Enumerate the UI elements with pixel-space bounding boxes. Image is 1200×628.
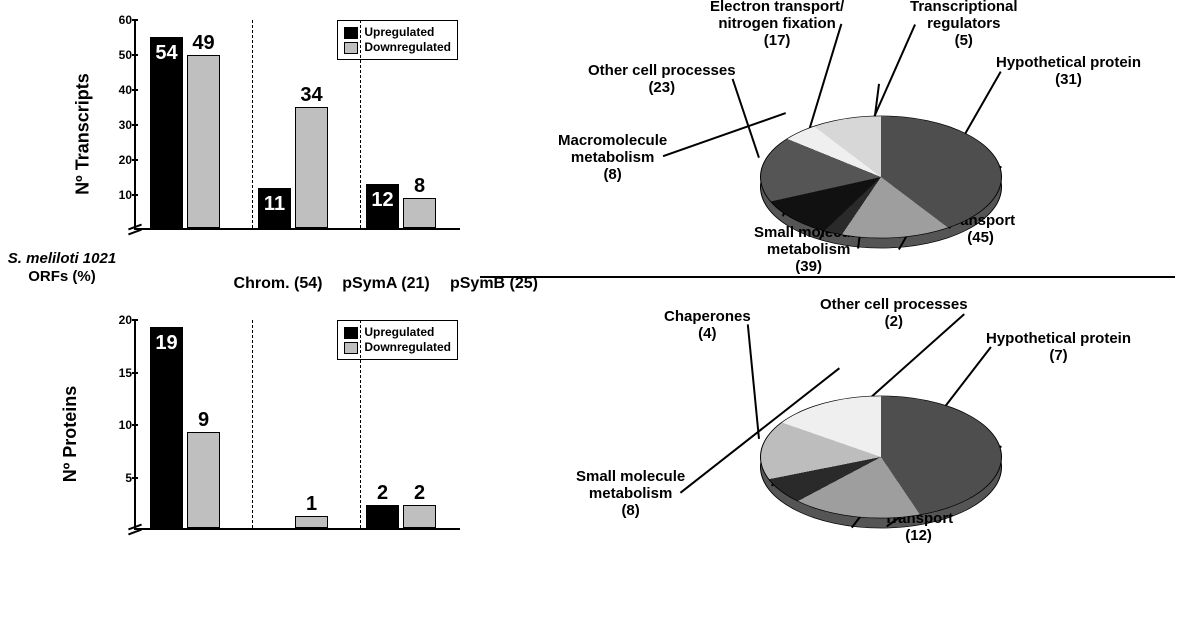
- bar-up: 2: [366, 505, 399, 528]
- pie-slice-label: Hypothetical protein(31): [996, 54, 1141, 88]
- pie-slice-label: Chaperones(4): [664, 308, 751, 342]
- pie-slice-label: Other cell processes(2): [820, 296, 968, 330]
- pie-slice-label: Transcriptionalregulators(5): [910, 0, 1018, 49]
- pie-face: [760, 396, 1002, 519]
- divider-line: [480, 276, 1175, 278]
- bar-up: 54: [150, 37, 183, 228]
- leader-line: [747, 325, 760, 439]
- pie-slice-label: Other cell processes(23): [588, 62, 736, 96]
- bar-down: 49: [187, 55, 220, 229]
- plot-proteins: 199 1 22: [134, 320, 460, 530]
- bar-down: 9: [187, 432, 220, 529]
- ytitle-proteins: Nº Proteins: [60, 386, 81, 483]
- pie-charts: Transcripts Proteins Transport(45)Hypoth…: [480, 0, 1200, 581]
- bar-down: 2: [403, 505, 436, 528]
- plot-transcripts: 5449 1134 128: [134, 20, 460, 230]
- bar-down: 1: [295, 516, 328, 529]
- bar-panel-transcripts: Upregulated Downregulated 54491134128 Nº…: [86, 20, 460, 248]
- pie-face: [760, 116, 1002, 239]
- bar-down: 8: [403, 198, 436, 228]
- bar-down: 34: [295, 107, 328, 228]
- bar-up: 19: [150, 327, 183, 529]
- bar-up: 12: [366, 184, 399, 228]
- bar-up: 11: [258, 188, 291, 229]
- leader-line: [732, 78, 760, 157]
- bar-charts: Upregulated Downregulated 54491134128 Nº…: [86, 20, 460, 550]
- ytitle-transcripts: Nº Transcripts: [72, 73, 93, 195]
- pie-slice-label: Hypothetical protein(7): [986, 330, 1131, 364]
- pie-proteins: [760, 366, 1002, 548]
- pie-slice-label: Macromoleculemetabolism(8): [558, 132, 667, 183]
- xaxis-cat: Chrom. (54): [226, 275, 330, 293]
- bar-panel-proteins: Upregulated Downregulated 199122 Nº Prot…: [86, 320, 460, 548]
- pie-slice-label: Electron transport/nitrogen fixation(17): [710, 0, 844, 49]
- pie-slice-label: Small moleculemetabolism(8): [576, 468, 685, 519]
- xaxis-cat: pSymA (21): [334, 275, 438, 293]
